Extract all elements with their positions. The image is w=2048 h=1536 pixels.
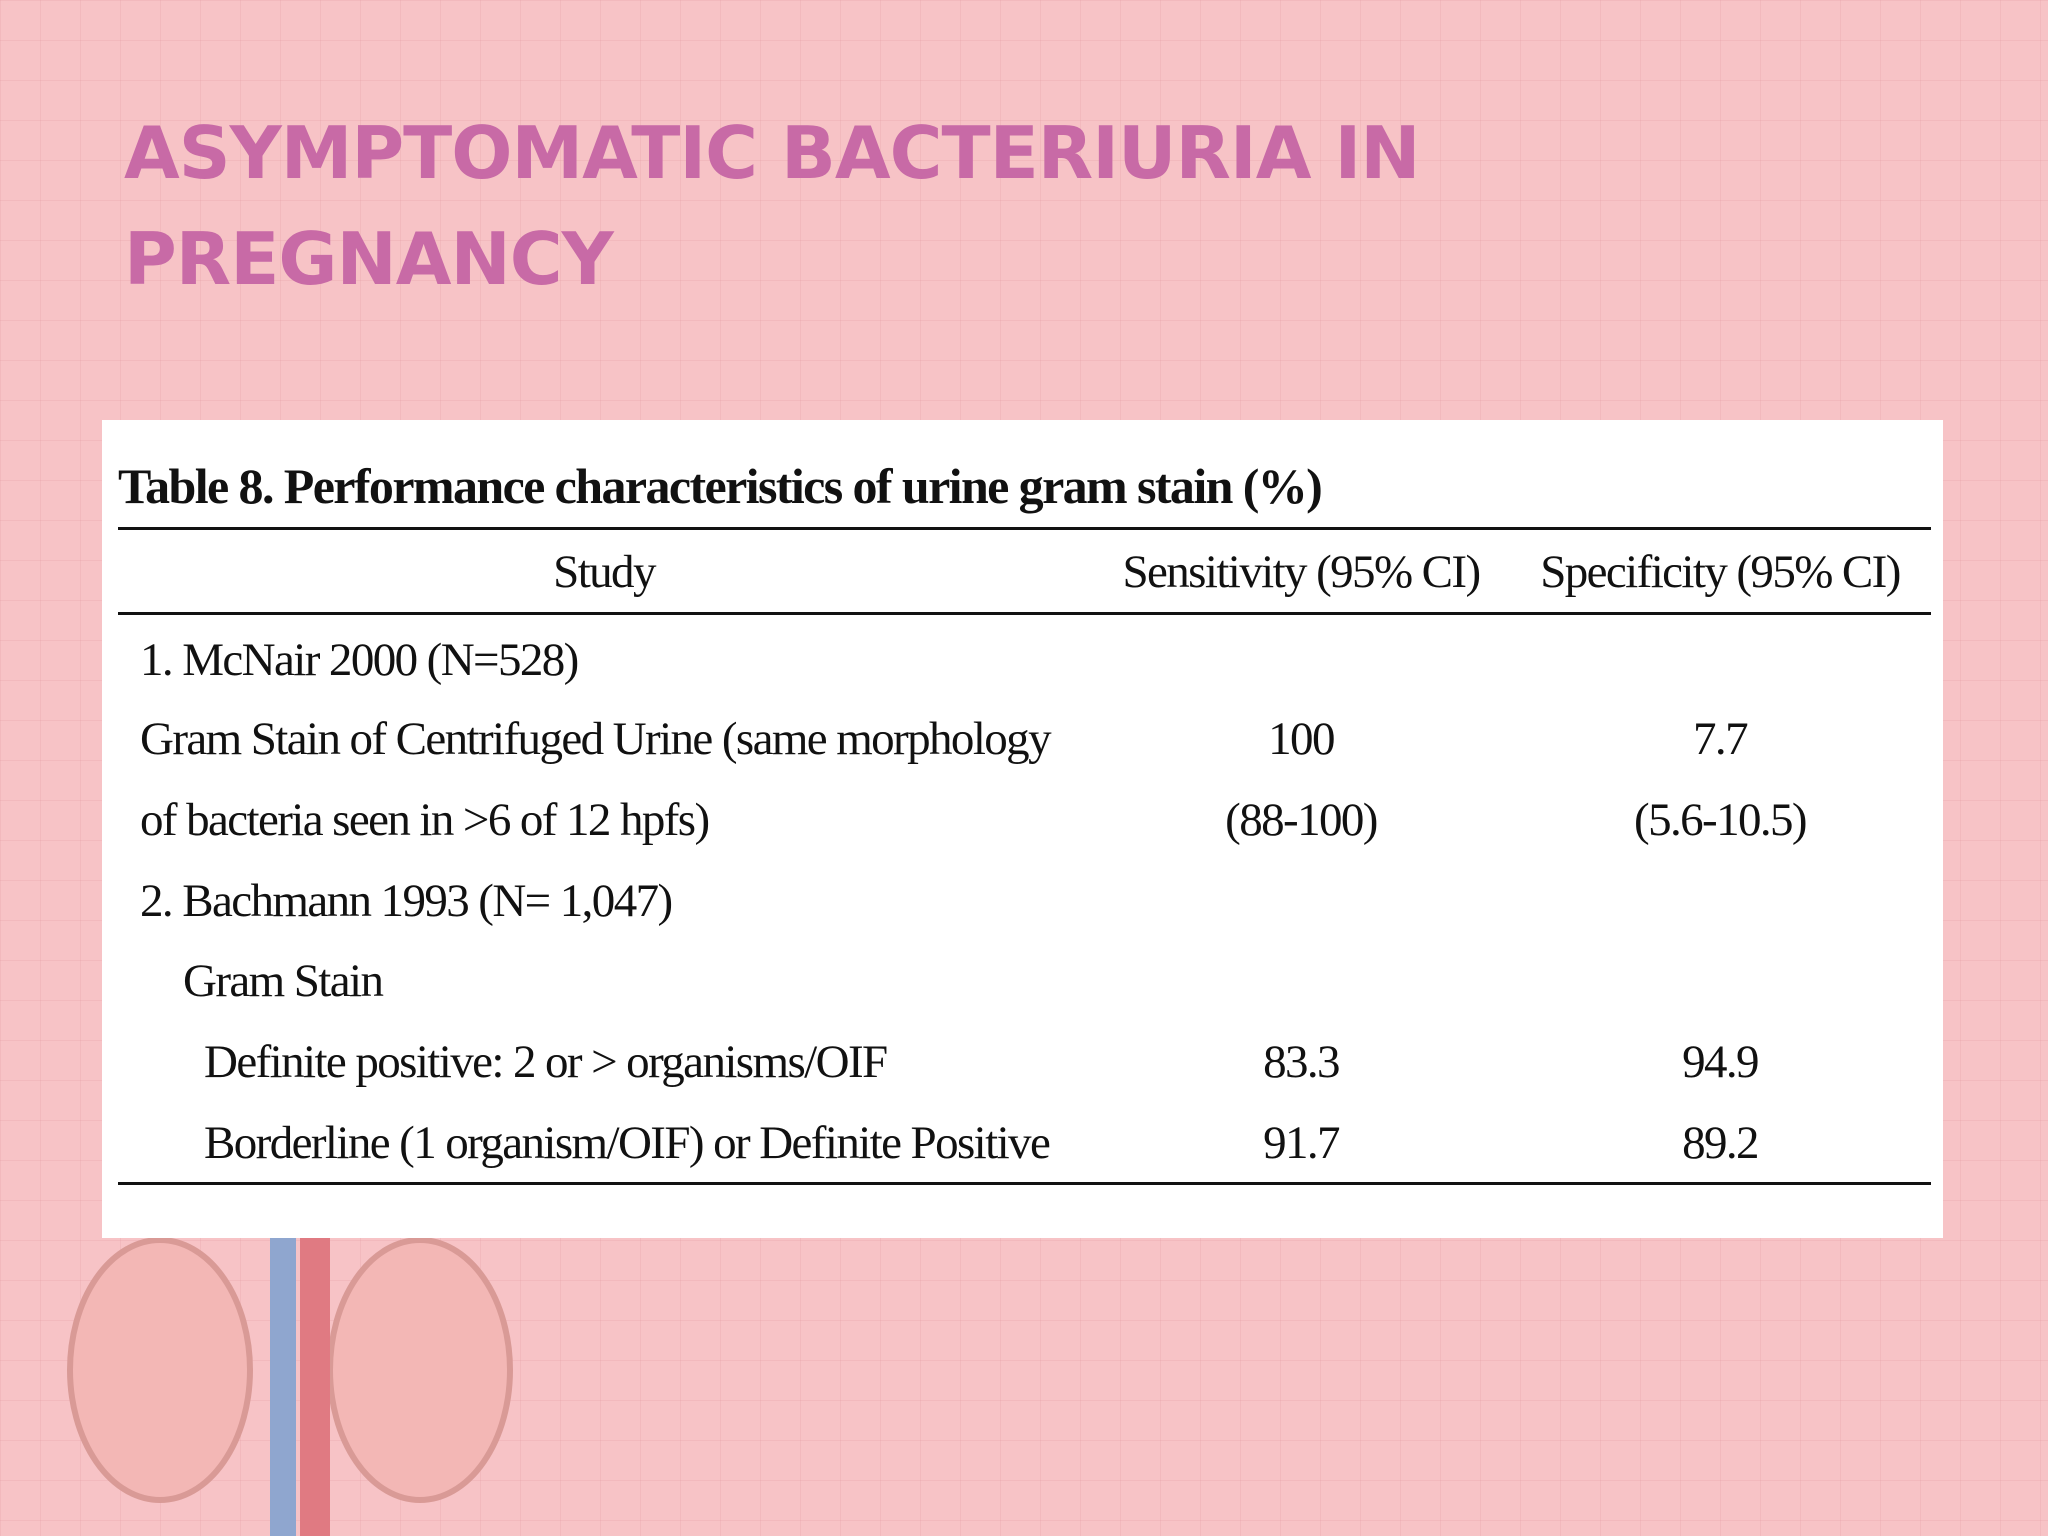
sensitivity-cell: 83.3 <box>1263 1036 1340 1088</box>
sensitivity-cell: (88-100) <box>1225 794 1378 846</box>
column-header: Study <box>553 546 656 598</box>
specificity-cell: 89.2 <box>1682 1117 1759 1169</box>
sensitivity-cell: 91.7 <box>1263 1117 1340 1169</box>
table-caption: Table 8. Performance characteristics of … <box>118 458 1323 514</box>
study-cell: Borderline (1 organism/OIF) or Definite … <box>204 1117 1051 1169</box>
study-cell: of bacteria seen in >6 of 12 hpfs) <box>140 794 710 846</box>
column-header: Specificity (95% CI) <box>1540 546 1901 598</box>
rule <box>118 527 1931 530</box>
slide-title: ASYMPTOMATIC BACTERIURIA IN PREGNANCY <box>124 111 1421 301</box>
specificity-cell: 94.9 <box>1682 1036 1759 1088</box>
study-cell: Gram Stain of Centrifuged Urine (same mo… <box>140 713 1052 765</box>
specificity-cell: (5.6-10.5) <box>1634 794 1808 846</box>
sensitivity-cell: 100 <box>1268 713 1335 765</box>
rule <box>118 1182 1931 1185</box>
study-cell: Definite positive: 2 or > organisms/OIF <box>204 1036 888 1088</box>
column-header: Sensitivity (95% CI) <box>1122 546 1481 598</box>
specificity-cell: 7.7 <box>1693 713 1749 765</box>
study-cell: 2. Bachmann 1993 (N= 1,047) <box>140 875 673 927</box>
study-cell: 1. McNair 2000 (N=528) <box>140 634 579 686</box>
study-cell: Gram Stain <box>183 955 384 1007</box>
kidney-illustration <box>67 1220 513 1536</box>
table: Table 8. Performance characteristics of … <box>102 420 1943 1238</box>
rule <box>118 612 1931 615</box>
